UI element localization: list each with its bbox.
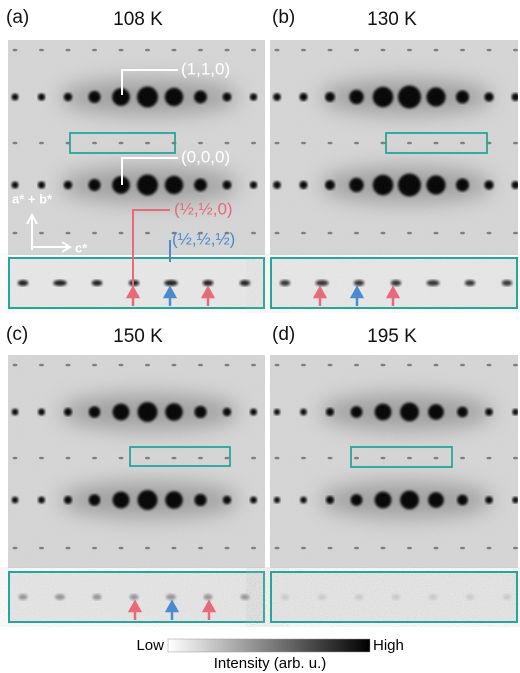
inset-spot (202, 280, 214, 286)
inset-spot (502, 594, 512, 600)
inset-spot (129, 594, 139, 600)
leader-line (121, 69, 178, 95)
inset-frame (270, 571, 518, 623)
inset-frame (8, 257, 265, 309)
inset-spot (465, 594, 475, 600)
inset-spot (279, 280, 291, 286)
peak-arrow (385, 285, 401, 306)
colorbar-low: Low (136, 637, 164, 654)
colorbar-high: High (373, 637, 404, 654)
inset-spot (54, 594, 66, 600)
inset-spot (53, 280, 67, 286)
inset-spot (203, 594, 213, 600)
peak-arrow (312, 285, 328, 306)
peak-arrow (127, 599, 143, 620)
panel-label: (b) (272, 7, 295, 28)
panel-temperature: 195 K (367, 326, 417, 347)
colorbar-gradient (167, 638, 371, 653)
peak-arrow (201, 599, 217, 620)
annotation: (0,0,0) (181, 147, 230, 166)
inset-spot (18, 594, 28, 600)
highlight-box (385, 132, 488, 154)
inset (270, 257, 518, 309)
inset-spot (317, 594, 327, 600)
inset-frame (8, 571, 265, 623)
inset (8, 571, 265, 623)
diffraction-image (8, 40, 265, 255)
annotation: (1,1,0) (181, 59, 230, 78)
peak-arrow (349, 285, 365, 306)
inset-frame (270, 257, 518, 309)
leader-line (132, 209, 170, 290)
inset-spot (426, 280, 440, 286)
inset-spot (391, 594, 401, 600)
colorbar: Low High Intensity (arb. u.) (136, 637, 403, 672)
panel-temperature: 150 K (113, 326, 163, 347)
axis-label: a* + b* (12, 191, 53, 206)
inset-spot (464, 280, 476, 286)
inset-spot (17, 280, 29, 286)
annotation: (½,½,0) (174, 199, 233, 218)
axis-arrow (26, 212, 72, 253)
peak-arrow (125, 285, 141, 306)
inset-spot (428, 594, 438, 600)
image-noise (270, 40, 518, 255)
peak-arrow (162, 285, 178, 306)
annotation: (½,½,½) (172, 229, 235, 248)
diffraction-image (270, 355, 518, 568)
inset-spot (165, 594, 177, 600)
panel-temperature: 108 K (113, 9, 163, 30)
inset-spot (280, 594, 290, 600)
annotations: (1,1,0) (0,0,0) (½,½,0) (½,½,½) a* + b* … (12, 59, 235, 290)
peak-arrow (200, 285, 216, 306)
highlight-box (129, 446, 231, 467)
panel-temperature: 130 K (367, 9, 417, 30)
inset (8, 257, 265, 309)
image-noise (8, 40, 265, 255)
inset-spot (239, 280, 251, 286)
leader-line (121, 157, 178, 185)
panel-label: (d) (272, 324, 295, 345)
inset-spot (354, 594, 364, 600)
inset-spot (501, 280, 513, 286)
diffraction-image (270, 40, 518, 255)
inset (270, 571, 518, 623)
highlight-box (69, 132, 176, 154)
diffraction-image (8, 355, 265, 568)
inset-spot (240, 594, 250, 600)
inset-spot (92, 594, 102, 600)
highlight-box (350, 446, 453, 468)
peak-arrow (164, 599, 180, 620)
image-noise (8, 355, 265, 568)
axis-label: c* (75, 240, 88, 255)
inset-spot (390, 280, 402, 286)
inset-spot (164, 280, 178, 286)
inset-spot (315, 280, 329, 286)
image-noise (270, 355, 518, 568)
colorbar-label: Intensity (arb. u.) (214, 655, 327, 672)
panel-label: (a) (6, 7, 29, 28)
inset-spot (353, 280, 365, 286)
inset-spot (91, 280, 103, 286)
panel-label: (c) (6, 324, 28, 345)
